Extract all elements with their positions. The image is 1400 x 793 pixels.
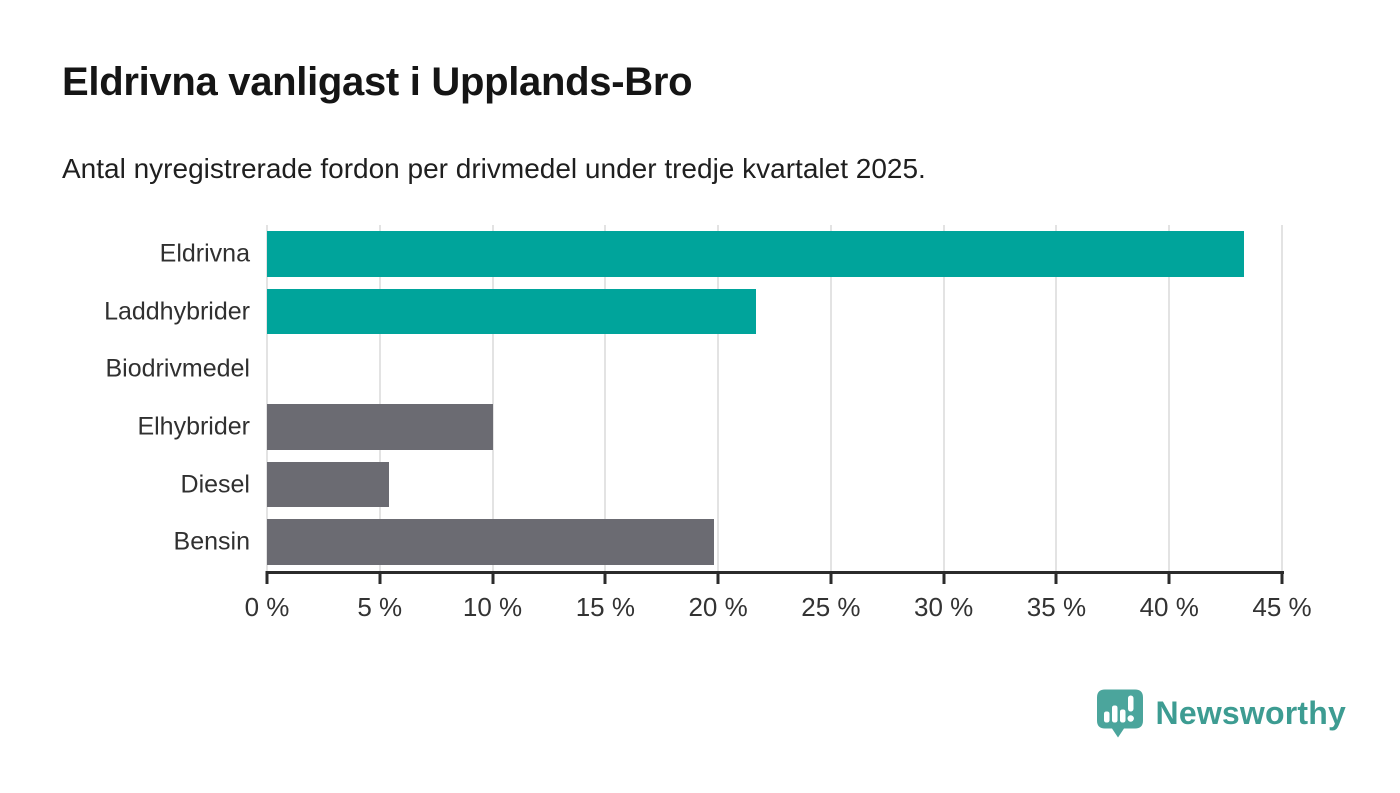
- newsworthy-logo: Newsworthy: [1095, 687, 1346, 740]
- category-label: Diesel: [180, 470, 250, 499]
- x-tick-label: 30 %: [914, 592, 974, 622]
- x-tick-label: 40 %: [1139, 592, 1199, 622]
- bar-laddhybrider: [267, 288, 757, 335]
- x-tick-label: 0 %: [244, 592, 290, 622]
- x-tick-label: 10 %: [462, 592, 523, 622]
- x-tick-label: 35 %: [1026, 592, 1087, 622]
- x-axis-tick: [1167, 571, 1171, 584]
- bar-row: Diesel: [181, 456, 1282, 514]
- x-tick-label: 25 %: [801, 592, 861, 622]
- chart-subtitle: Antal nyregistrerade fordon per drivmede…: [62, 153, 926, 184]
- x-tick-label: 5 %: [357, 592, 403, 622]
- x-axis-tick: [378, 571, 382, 584]
- x-axis-tick: [1054, 571, 1058, 584]
- x-tick-label: 45 %: [1252, 592, 1312, 622]
- x-axis-tick: [491, 571, 495, 584]
- gridline: [829, 225, 832, 571]
- x-axis-tick: [1280, 571, 1284, 584]
- x-axis-tick: [265, 571, 269, 584]
- bar-row: Elhybrider: [137, 398, 1282, 456]
- gridline: [266, 225, 268, 571]
- x-axis-tick: [716, 571, 720, 584]
- gridline: [942, 225, 945, 571]
- x-axis-tick: [829, 571, 833, 584]
- gridline: [1168, 225, 1171, 571]
- gridline: [378, 225, 381, 571]
- bar-row: Bensin: [174, 513, 1282, 571]
- gridline: [1055, 225, 1058, 571]
- chart-title: Eldrivna vanligast i Upplands-Bro: [62, 60, 693, 104]
- gridline: [491, 225, 494, 571]
- gridline: [604, 225, 607, 571]
- x-tick-label: 15 %: [575, 592, 635, 622]
- x-axis-line: [266, 571, 1284, 574]
- newsworthy-wordmark: Newsworthy: [1155, 695, 1346, 731]
- x-tick-label: 20 %: [688, 592, 748, 622]
- category-label: Laddhybrider: [104, 297, 250, 325]
- gridline: [1281, 225, 1283, 571]
- x-axis-tick: [603, 571, 607, 584]
- category-label: Eldrivna: [159, 239, 250, 268]
- bar-rows: Eldrivna Laddhybrider Biodrivmedel Elhybrid…: [104, 225, 1282, 571]
- bar-row: Laddhybrider: [104, 283, 1282, 341]
- x-axis-tick: [942, 571, 946, 584]
- category-label: Bensin: [173, 527, 250, 556]
- gridline: [717, 225, 720, 571]
- bar-eldrivna: [267, 231, 1244, 277]
- newsworthy-speech-bubble-bar-chart-icon: [1096, 689, 1143, 738]
- gridlines: [266, 225, 1283, 571]
- bar-row: Biodrivmedel: [105, 340, 1282, 398]
- bar-row: Eldrivna: [160, 225, 1282, 283]
- plot-area: Eldrivna Laddhybrider Biodrivmedel Elhybrid…: [104, 225, 1283, 571]
- bar-diesel: [267, 461, 389, 508]
- bar-elhybrider: [267, 404, 493, 450]
- bar-bensin: [267, 519, 714, 566]
- category-label: Biodrivmedel: [105, 354, 250, 383]
- category-label: Elhybrider: [137, 412, 250, 441]
